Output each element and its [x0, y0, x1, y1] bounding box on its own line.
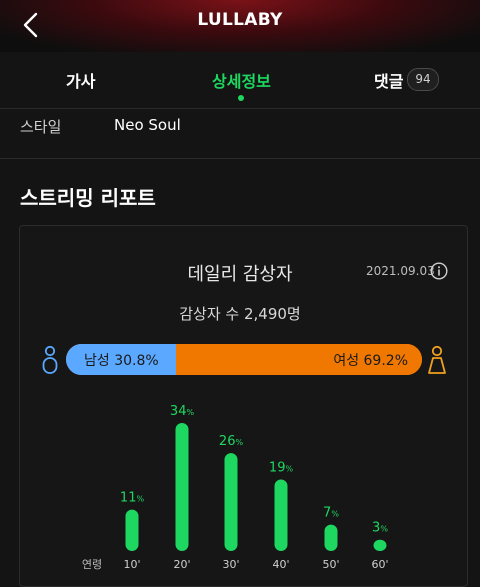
active-tab-indicator: [238, 95, 244, 101]
age-tick-label: 50': [322, 558, 339, 571]
report-date: 2021.09.03: [366, 264, 435, 278]
age-bar-value-label: 26%: [219, 434, 244, 449]
female-ratio-label: 여성 69.2%: [333, 353, 408, 369]
age-bar: [125, 509, 139, 551]
age-bar: [224, 453, 238, 551]
style-value: Neo Soul: [114, 116, 181, 134]
comment-count-badge: 94: [407, 68, 439, 91]
tab-comments[interactable]: 댓글: [374, 72, 404, 91]
age-tick-label: 10': [123, 558, 140, 571]
tab-details[interactable]: 상세정보: [212, 72, 271, 91]
page-title: LULLABY: [197, 10, 283, 30]
style-info-row: 스타일 Neo Soul: [0, 110, 480, 159]
age-bar: [373, 539, 387, 551]
age-bar-value-label: 3%: [372, 521, 388, 536]
tab-bar: 가사 상세정보 댓글: [0, 52, 480, 109]
section-title: 스트리밍 리포트: [20, 186, 156, 210]
style-label: 스타일: [20, 118, 62, 136]
age-bar-value-label: 7%: [323, 506, 339, 521]
report-card: [19, 225, 468, 587]
tab-lyrics[interactable]: 가사: [66, 72, 96, 91]
age-bar: [274, 479, 288, 551]
age-bar-value-label: 19%: [269, 460, 294, 475]
card-title: 데일리 감상자: [187, 264, 293, 285]
gender-ratio-bar: 남성 30.8% 여성 69.2%: [66, 344, 422, 375]
male-icon: [42, 345, 58, 374]
female-ratio-segment: [175, 344, 422, 375]
age-distribution-chart: 연령 11% 10' 34% 20' 26% 30' 19% 40' 7% 50' 3% 60': [82, 404, 389, 571]
info-icon[interactable]: [430, 262, 448, 280]
age-bar-value-label: 34%: [170, 404, 195, 419]
age-tick-label: 60': [371, 558, 388, 571]
male-ratio-segment: [66, 344, 176, 375]
chevron-left-icon[interactable]: [14, 8, 48, 42]
male-ratio-label: 남성 30.8%: [84, 353, 159, 369]
listener-count: 감상자 수 2,490명: [179, 305, 301, 323]
age-tick-label: 40': [272, 558, 289, 571]
age-axis-label: 연령: [82, 558, 102, 571]
age-tick-label: 20': [173, 558, 190, 571]
female-icon: [428, 345, 446, 374]
top-bar: LULLABY: [0, 0, 480, 52]
age-bar: [175, 423, 189, 551]
age-bar: [324, 524, 338, 551]
age-bar-value-label: 11%: [120, 491, 145, 506]
age-tick-label: 30': [222, 558, 239, 571]
